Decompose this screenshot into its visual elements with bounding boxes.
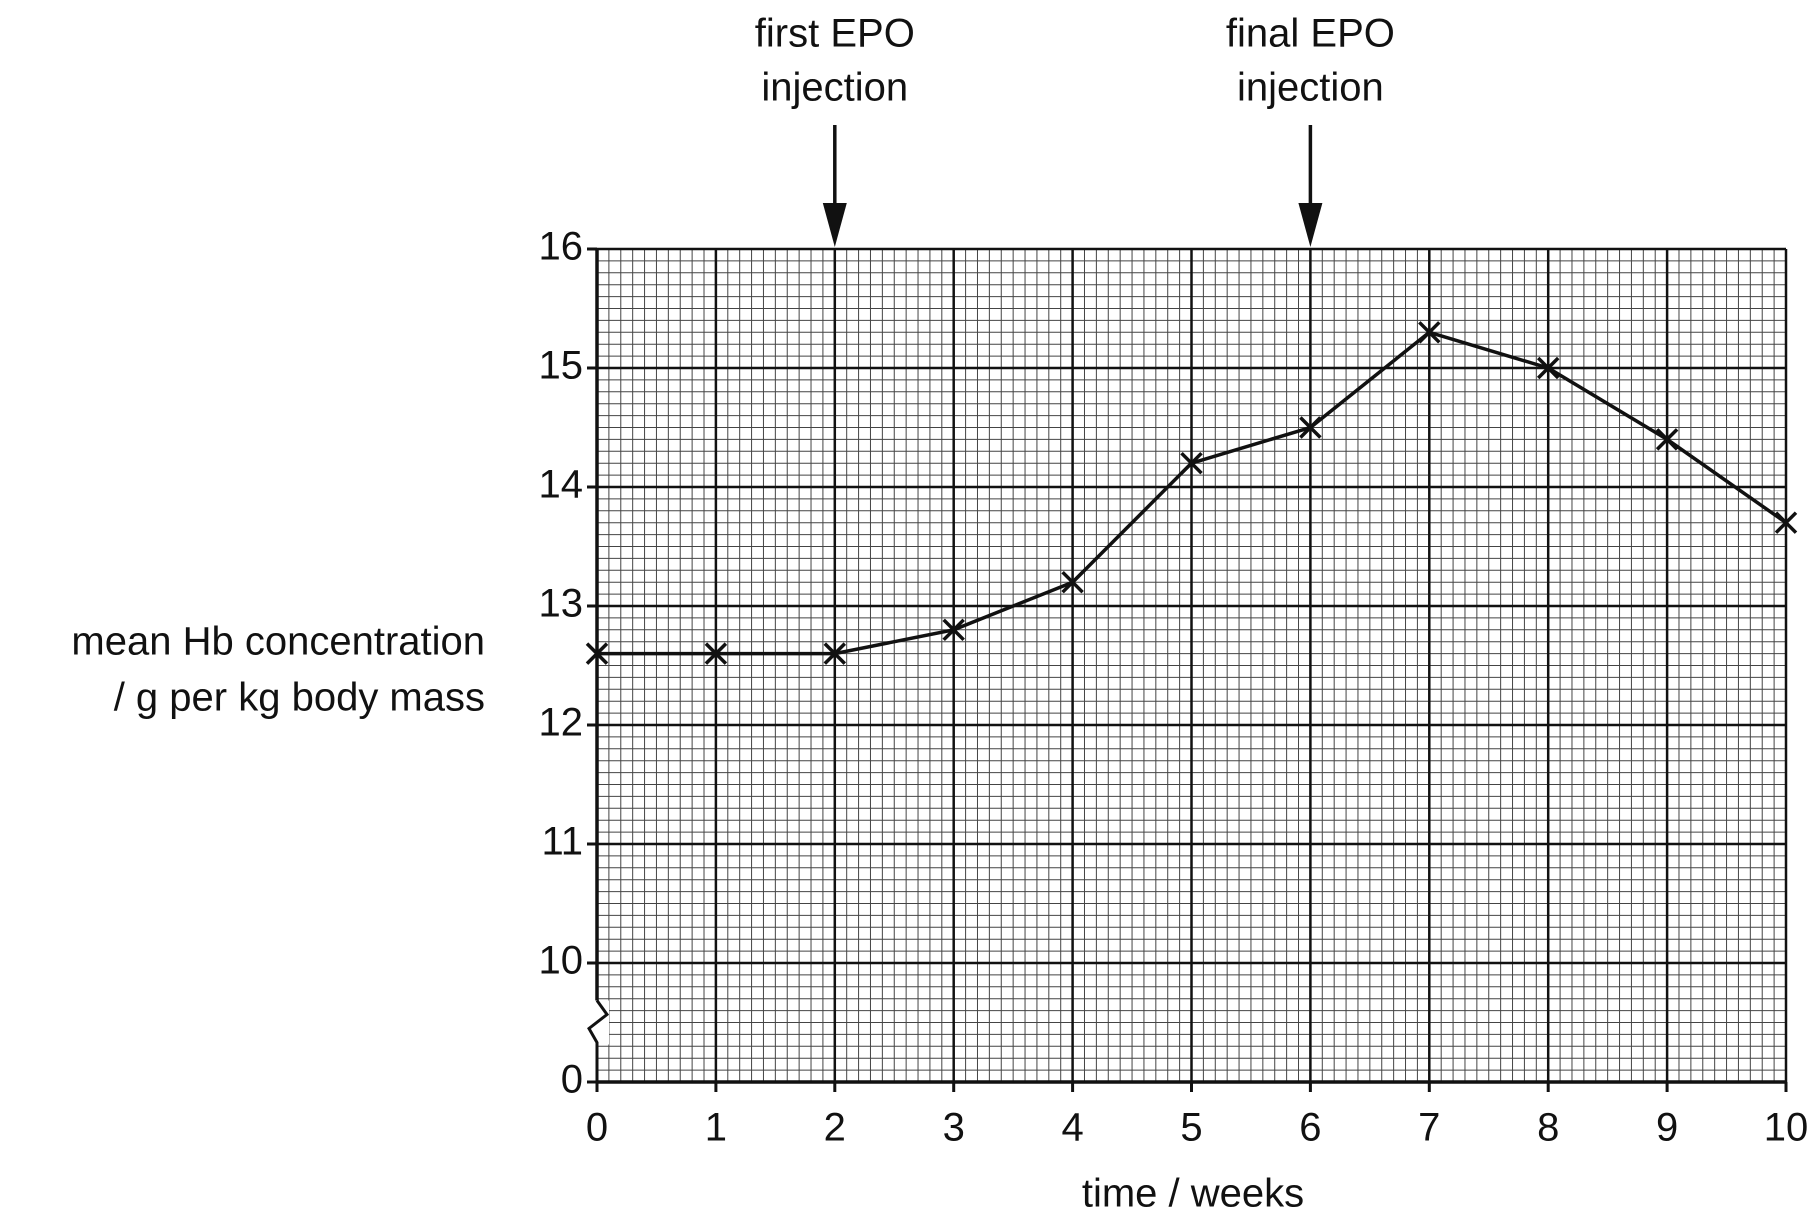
x-tick-label: 8	[1537, 1106, 1559, 1150]
y-tick-label: 14	[539, 463, 584, 507]
annotation: final EPO	[1226, 12, 1395, 56]
y-axis-label: / g per kg body mass	[114, 676, 485, 720]
x-axis-label: time / weeks	[1082, 1172, 1304, 1216]
annotation: first EPO	[755, 12, 915, 56]
x-tick-label: 4	[1061, 1106, 1083, 1150]
data-point	[942, 618, 965, 642]
data-point	[1061, 570, 1084, 594]
data-point	[823, 642, 847, 665]
x-tick-label: 3	[943, 1106, 965, 1150]
x-tick-label: 1	[705, 1106, 727, 1150]
annotation-arrowhead	[822, 203, 847, 247]
data-point	[1299, 416, 1322, 439]
x-tick-label: 0	[586, 1106, 608, 1150]
y-tick-label: 11	[541, 820, 583, 864]
y-tick-label: 10	[539, 939, 584, 983]
x-tick-label: 7	[1418, 1106, 1440, 1150]
data-point	[1536, 356, 1560, 380]
y-tick-label: 16	[539, 225, 584, 269]
axis-break	[587, 999, 610, 1082]
y-tick-label: 12	[539, 701, 584, 745]
data-point	[585, 642, 609, 665]
x-tick-label: 5	[1180, 1106, 1202, 1150]
data-point	[1418, 321, 1441, 344]
x-tick-label: 6	[1299, 1106, 1321, 1150]
x-tick-label: 10	[1764, 1106, 1809, 1150]
data-point	[1180, 451, 1203, 475]
annotation-arrowhead	[1298, 203, 1323, 247]
annotation: injection	[761, 66, 908, 110]
y-tick-label: 15	[539, 344, 584, 388]
data-point	[1655, 428, 1679, 451]
data-point	[704, 642, 728, 665]
y-axis-label: mean Hb concentration	[71, 620, 485, 664]
annotation: injection	[1237, 66, 1384, 110]
y-tick-label: 13	[539, 582, 584, 626]
data-point	[1774, 511, 1798, 534]
y-tick-label: 0	[561, 1058, 583, 1102]
x-tick-label: 9	[1656, 1106, 1678, 1150]
x-tick-label: 2	[824, 1106, 846, 1150]
